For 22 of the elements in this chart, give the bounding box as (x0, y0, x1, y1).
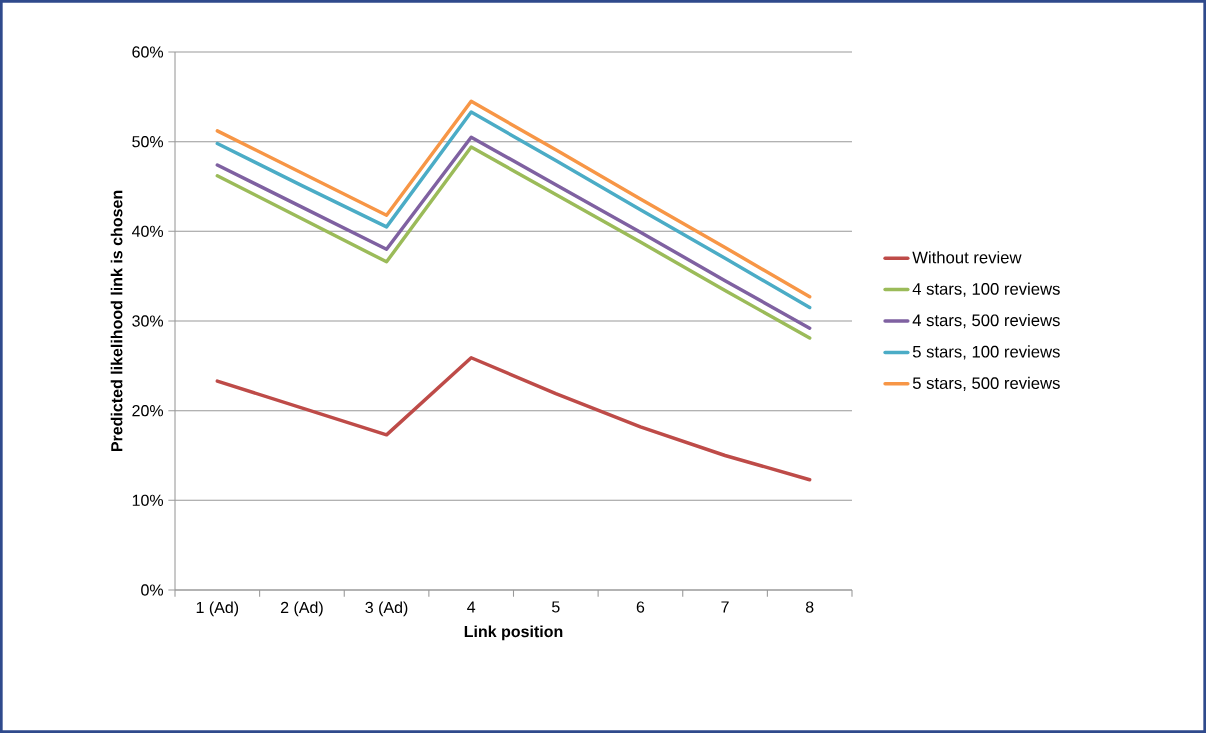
x-tick-label: 7 (721, 601, 729, 613)
x-tick-label: 8 (805, 601, 814, 613)
legend-label: 4 stars, 100 reviews (912, 282, 1060, 297)
legend-label: Without review (912, 251, 1022, 264)
y-tick-label: 50% (132, 136, 164, 148)
x-tick-label: 2 (Ad) (280, 601, 323, 617)
x-tick-label: 3 (Ad) (365, 601, 408, 617)
x-tick-label: 1 (Ad) (196, 601, 239, 617)
legend-label: 5 stars, 100 reviews (912, 345, 1060, 360)
x-tick-label: 4 (467, 601, 476, 613)
y-tick-label: 10% (132, 494, 164, 506)
legend-label: 4 stars, 500 reviews (912, 313, 1060, 329)
x-tick-label: 5 (552, 601, 560, 613)
y-tick-label: 40% (131, 225, 164, 237)
y-tick-label: 60% (132, 46, 164, 58)
x-tick-label: 6 (636, 601, 645, 613)
y-tick-label: 20% (132, 405, 164, 417)
y-tick-label: 30% (132, 315, 164, 327)
legend-label: 5 stars, 500 reviews (912, 376, 1060, 391)
x-axis-title: Link position (464, 625, 563, 641)
y-axis-title: Predicted likelihood link is chosen (110, 190, 123, 452)
y-tick-label: 0% (141, 584, 164, 596)
